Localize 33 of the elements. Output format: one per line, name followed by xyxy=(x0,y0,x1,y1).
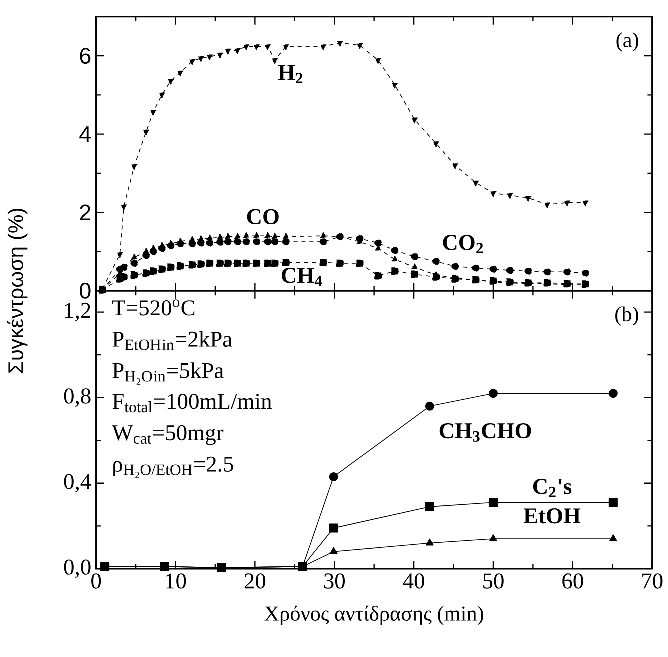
annotation: C$_{2}$'s xyxy=(533,478,572,498)
annotation: T=520$^{o}$C xyxy=(112,300,195,316)
annotation: CH$_{4}$ xyxy=(282,268,322,286)
annotation: CO xyxy=(247,209,279,224)
annotation: P$_{H₂Oin}$=5kPa xyxy=(112,362,224,385)
x-tick-label: 40 xyxy=(403,573,424,589)
annotation: W$_{cat}$=50mgr xyxy=(112,425,224,446)
annotation: ρ$_{H₂O/EtOH}$=2.5 xyxy=(114,456,234,478)
annotation: F$_{total}$=100mL/min xyxy=(112,394,272,412)
annotation: (b) xyxy=(616,306,638,326)
x-tick-label: 50 xyxy=(484,573,504,589)
annotation: CH$_{3}$CHO xyxy=(440,423,532,442)
annotation: CO$_{2}$ xyxy=(443,235,484,254)
x-tick-label: 70 xyxy=(642,573,663,589)
x-axis-title: Χρόνος αντίδρασης (min) xyxy=(264,606,484,626)
y-tick-label: 0 xyxy=(80,282,91,299)
x-tick-label: 30 xyxy=(324,573,346,589)
annotation: H$_{2}$ xyxy=(278,65,303,84)
y-tick-label: 0,0 xyxy=(64,560,91,578)
y-tick-label: 2 xyxy=(80,204,90,220)
x-tick-label: 0 xyxy=(92,573,102,589)
y-tick-label: 0,4 xyxy=(64,474,92,492)
x-tick-label: 60 xyxy=(562,573,584,589)
annotation: P$_{EtOHin}$=2kPa xyxy=(112,331,232,350)
y-tick-label: 6 xyxy=(80,48,91,64)
annotation: EtOH xyxy=(524,508,581,524)
x-tick-label: 20 xyxy=(244,573,266,589)
annotation: (a) xyxy=(616,32,638,52)
y-tick-label: 1,2 xyxy=(65,302,90,322)
y-tick-label: 4 xyxy=(80,126,91,142)
y-axis-title: Συγκέντρωση (%) xyxy=(7,208,28,373)
x-tick-label: 10 xyxy=(166,573,186,589)
y-tick-label: 0,8 xyxy=(64,388,91,407)
